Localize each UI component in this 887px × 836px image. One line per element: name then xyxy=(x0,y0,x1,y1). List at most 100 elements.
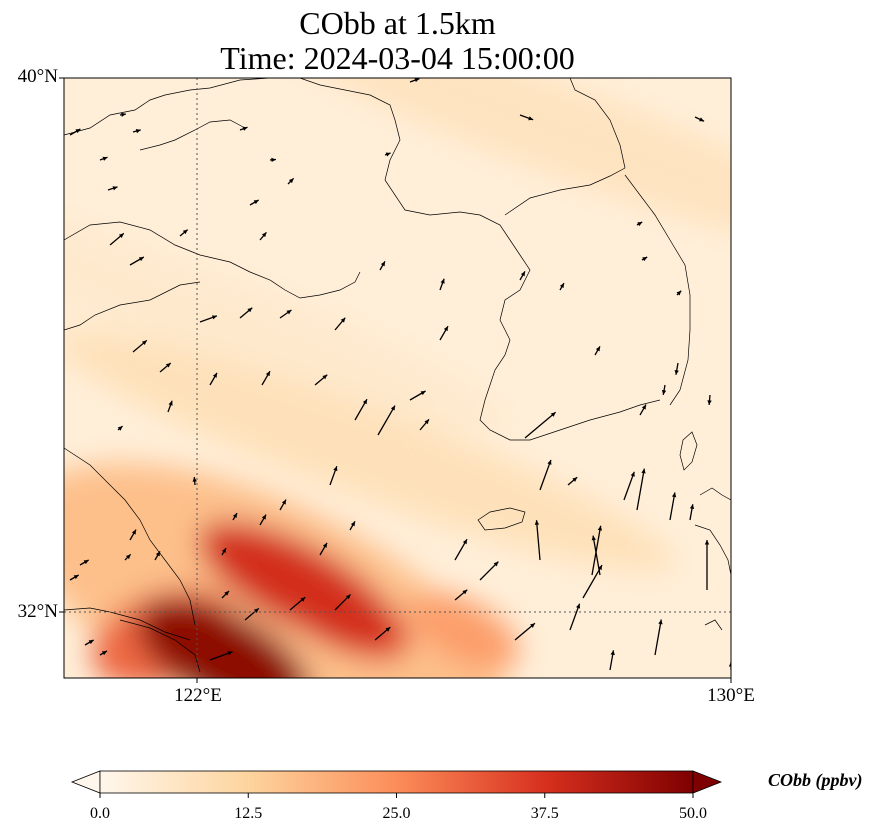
chart-title-line1: CObb at 1.5km xyxy=(299,5,496,41)
wind-arrow xyxy=(704,540,710,590)
coastline-korea-east xyxy=(624,174,691,406)
wind-arrow xyxy=(639,404,647,416)
wind-arrow xyxy=(524,411,557,439)
wind-arrow xyxy=(159,362,172,373)
colorbar xyxy=(70,770,723,798)
wind-arrow xyxy=(707,394,712,406)
colorbar-body xyxy=(99,770,694,794)
field-band-2 xyxy=(64,330,675,572)
wind-arrow xyxy=(454,589,468,601)
wind-arrow xyxy=(79,559,89,566)
wind-arrow xyxy=(279,309,292,319)
wind-arrow xyxy=(377,405,396,436)
wind-arrow xyxy=(519,271,526,281)
wind-arrow xyxy=(567,476,578,486)
colorbar-tick-label: 37.5 xyxy=(530,805,559,822)
wind-arrow xyxy=(232,512,238,521)
colorbar-tick-label: 12.5 xyxy=(234,805,263,822)
colorbar-tick-label: 0.0 xyxy=(90,805,110,822)
coastline-korea-north xyxy=(504,78,626,216)
wind-arrow xyxy=(374,626,391,641)
wind-arrow xyxy=(479,561,499,581)
wind-arrow xyxy=(287,177,295,185)
wind-arrow xyxy=(594,346,601,356)
wind-arrow xyxy=(454,538,468,561)
wind-arrow xyxy=(591,535,601,576)
wind-arrow xyxy=(409,78,420,83)
wind-arrow xyxy=(99,650,108,656)
wind-arrow xyxy=(636,468,646,511)
coastline-north xyxy=(299,78,401,181)
wind-arrow xyxy=(354,398,368,421)
wind-arrow xyxy=(132,339,148,353)
wind-arrow xyxy=(129,529,137,541)
wind-arrow xyxy=(661,384,667,395)
wind-arrow xyxy=(269,157,277,163)
wind-arrow xyxy=(609,650,615,671)
wind-arrow xyxy=(192,476,197,486)
wind-arrow xyxy=(636,221,643,227)
wind-arrow xyxy=(119,112,127,117)
wind-arrow xyxy=(694,116,705,122)
wind-arrow xyxy=(154,551,161,561)
coastline-shandong xyxy=(64,221,361,331)
wind-arrow xyxy=(209,372,218,386)
wind-arrow xyxy=(259,231,267,241)
wind-arrow xyxy=(409,390,426,401)
lat-label-32: 32°N xyxy=(17,601,58,622)
coastline-layer xyxy=(64,78,731,673)
wind-arrow xyxy=(349,521,356,531)
field-band-1 xyxy=(253,78,731,252)
wind-arrow xyxy=(314,374,328,386)
wind-arrow xyxy=(124,553,132,561)
wind-arrow xyxy=(239,126,248,131)
colorbar-tick-label: 50.0 xyxy=(679,805,707,822)
wind-arrow xyxy=(279,499,287,511)
field-hotspot-0 xyxy=(137,598,311,678)
field-hotspot-4 xyxy=(409,592,520,670)
wind-arrow xyxy=(735,187,743,191)
coastline-yangtze xyxy=(64,447,201,673)
chart-title-line2: Time: 2024-03-04 15:00:00 xyxy=(220,40,575,76)
wind-arrow xyxy=(334,593,352,611)
wind-arrow xyxy=(439,325,449,341)
lon-label-130: 130°E xyxy=(707,685,755,706)
field-band-0 xyxy=(64,190,508,432)
wind-arrow xyxy=(329,465,338,486)
coastline-kyushu xyxy=(694,487,731,631)
wind-arrow xyxy=(654,619,663,656)
wind-arrow xyxy=(319,542,328,556)
wind-arrow xyxy=(117,425,124,431)
wind-arrow xyxy=(674,362,679,375)
lon-label-122: 122°E xyxy=(174,685,222,706)
wind-arrow xyxy=(167,400,173,413)
wind-vector-layer xyxy=(69,78,743,671)
coastline-jeju xyxy=(477,507,526,531)
wind-arrow xyxy=(559,282,565,291)
wind-arrow xyxy=(334,317,346,331)
wind-arrow xyxy=(179,229,189,237)
wind-arrow xyxy=(244,607,260,621)
wind-arrow xyxy=(519,114,534,121)
wind-arrow xyxy=(99,156,108,161)
wind-arrow xyxy=(249,199,259,206)
colorbar-label: CObb (ppbv) xyxy=(768,770,863,790)
wind-arrow xyxy=(379,261,386,271)
lat-label-40: 40°N xyxy=(17,66,58,87)
wind-arrow xyxy=(669,492,677,521)
wind-arrow xyxy=(209,651,233,661)
wind-arrow xyxy=(384,152,391,157)
wind-arrow xyxy=(107,186,118,191)
coastline-liaodong xyxy=(64,78,271,151)
wind-arrow xyxy=(239,307,253,319)
wind-arrow xyxy=(728,662,731,670)
colorbar-extend-low xyxy=(70,770,101,794)
wind-arrow xyxy=(129,256,145,266)
wind-arrow xyxy=(539,459,552,491)
wind-arrow xyxy=(439,278,445,291)
wind-arrow xyxy=(199,315,218,323)
wind-arrow xyxy=(132,128,141,134)
